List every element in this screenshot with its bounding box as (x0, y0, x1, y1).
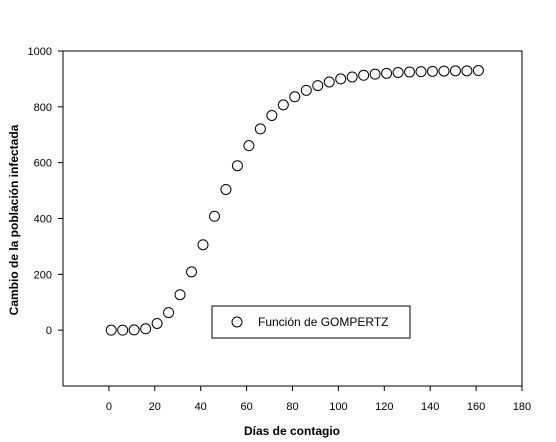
x-tick-label: 120 (375, 401, 393, 413)
data-point (323, 76, 335, 88)
data-points (105, 65, 484, 336)
data-point (186, 266, 198, 278)
x-tick-label: 60 (240, 401, 252, 413)
data-point (358, 69, 370, 81)
x-axis-ticks: 0 20 40 60 80 100 120 140 160 180 (106, 386, 531, 413)
data-point (277, 99, 289, 111)
data-point (449, 65, 461, 77)
data-point (220, 183, 232, 195)
y-tick-label: 600 (34, 158, 52, 170)
data-point (346, 71, 358, 83)
legend-box (211, 305, 411, 339)
y-axis-label: Cambio de la población infectada (7, 124, 21, 315)
x-tick-label: 40 (195, 401, 207, 413)
x-tick-label: 0 (106, 401, 112, 413)
data-point (174, 289, 186, 301)
data-point (300, 84, 312, 96)
data-point (266, 109, 278, 121)
data-point (128, 324, 140, 336)
data-point (369, 68, 381, 80)
x-tick-label: 100 (329, 401, 347, 413)
legend-marker (231, 316, 243, 328)
y-tick-label: 400 (34, 214, 52, 226)
legend: Función de GOMPERTZ (211, 305, 411, 339)
data-point (117, 324, 129, 336)
data-point (392, 66, 404, 78)
y-tick-label: 1000 (28, 46, 52, 58)
data-point (243, 140, 255, 152)
data-point (381, 67, 393, 79)
x-tick-label: 20 (149, 401, 161, 413)
data-point (472, 65, 484, 77)
data-point (140, 323, 152, 335)
data-point (151, 317, 163, 329)
data-point (289, 91, 301, 103)
data-point (312, 80, 324, 92)
data-point (197, 239, 209, 251)
data-point (208, 210, 220, 222)
x-tick-label: 180 (513, 401, 531, 413)
data-point (438, 65, 450, 77)
x-tick-label: 140 (421, 401, 439, 413)
data-point (426, 65, 438, 77)
y-axis-ticks: 0 200 400 600 800 1000 (28, 46, 63, 337)
data-point (163, 307, 175, 319)
y-tick-label: 200 (34, 269, 52, 281)
data-point (335, 73, 347, 85)
y-tick-label: 800 (34, 102, 52, 114)
data-point (254, 123, 266, 135)
y-tick-label: 0 (46, 325, 52, 337)
x-tick-label: 80 (286, 401, 298, 413)
data-point (404, 66, 416, 78)
data-point (461, 65, 473, 77)
x-axis-label: Días de contagio (244, 424, 340, 438)
data-point (231, 160, 243, 172)
data-point (415, 66, 427, 78)
x-tick-label: 160 (467, 401, 485, 413)
legend-label: Función de GOMPERTZ (258, 315, 389, 329)
data-point (105, 324, 117, 336)
